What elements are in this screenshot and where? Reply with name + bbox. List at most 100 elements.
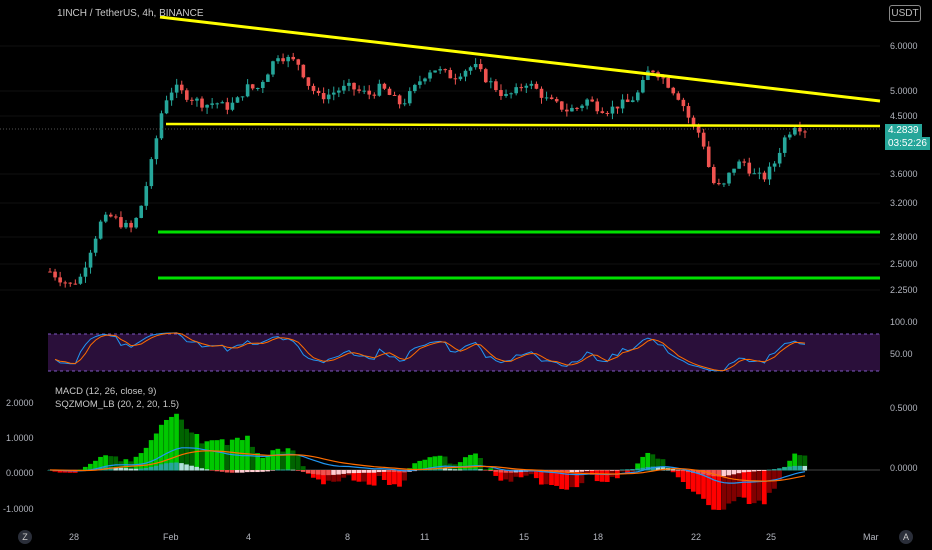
candle-body [757, 172, 762, 174]
timezone-button[interactable]: Z [18, 530, 32, 544]
y-tick: 2.2500 [890, 285, 918, 295]
squeeze-histogram-bar [574, 470, 580, 488]
macd-histogram-bar [270, 470, 275, 471]
candle-body [549, 97, 554, 100]
squeeze-histogram-bar [761, 470, 767, 505]
squeeze-histogram-bar [417, 460, 423, 471]
macd-histogram-bar [108, 467, 113, 471]
candle-body [215, 103, 220, 105]
y-tick: 6.0000 [890, 41, 918, 51]
candle-body [777, 152, 782, 164]
squeeze-histogram-bar [701, 470, 706, 499]
squeeze-histogram-bar [209, 440, 215, 471]
squeeze-histogram-bar [635, 463, 641, 471]
candle-body [610, 106, 615, 114]
y-tick: 5.0000 [890, 86, 918, 96]
x-tick: 18 [593, 532, 603, 542]
candle-body [661, 77, 665, 79]
macd-histogram-bar [726, 470, 732, 476]
macd-histogram-bar [797, 465, 802, 471]
time-axis[interactable]: 28 Feb 4 8 11 15 18 22 25 Mar [69, 532, 879, 542]
squeeze-histogram-bar [746, 470, 752, 505]
squeeze-histogram-bar [751, 470, 757, 504]
candle-body [367, 90, 372, 95]
squeeze-histogram-bar [468, 454, 473, 471]
macd-left-tick: 2.0000 [6, 398, 34, 408]
y-tick: 2.5000 [890, 259, 918, 269]
price-axis[interactable]: 6.0000 5.0000 4.5000 3.6000 3.2000 2.800… [890, 41, 918, 295]
candle-body [200, 98, 204, 108]
candle-body [382, 83, 387, 89]
squeeze-histogram-bar [660, 459, 666, 471]
descending-trendline[interactable] [159, 15, 881, 103]
candle-body [519, 87, 524, 89]
squeeze-histogram-bar [645, 452, 651, 471]
candle-body [580, 105, 584, 108]
x-tick: 28 [69, 532, 79, 542]
candle-body [306, 77, 311, 86]
squeeze-histogram-bar [138, 453, 144, 471]
squeeze-histogram-bar [366, 470, 372, 485]
macd-histogram-bar [640, 467, 645, 471]
candle-body [195, 98, 199, 101]
macd-histogram-bar [772, 469, 777, 471]
squeeze-histogram-bar [797, 455, 803, 471]
candle-body [509, 93, 513, 95]
macd-histogram-bar [295, 470, 301, 471]
candle-body [255, 87, 260, 89]
macd-indicator-label[interactable]: MACD (12, 26, close, 9) [55, 386, 157, 397]
auto-scale-button[interactable]: A [899, 530, 913, 544]
macd-histogram-bar [452, 469, 458, 471]
squeeze-histogram-bar [731, 470, 737, 502]
macd-histogram-bar [209, 470, 215, 471]
macd-histogram-bar [219, 470, 225, 472]
macd-histogram-bar [321, 470, 326, 476]
squeeze-histogram-bar [685, 470, 691, 490]
sqzmom-indicator-label[interactable]: SQZMOM_LB (20, 2, 20, 1.5) [55, 399, 180, 410]
currency-button[interactable]: USDT [889, 5, 921, 22]
macd-left-tick: -1.0000 [3, 504, 34, 514]
candle-body [559, 101, 564, 110]
x-tick: Feb [163, 532, 179, 542]
candle-body [129, 222, 133, 228]
squeeze-histogram-bar [569, 470, 575, 488]
candle-body [666, 77, 670, 88]
macd-histogram-bar [158, 464, 164, 471]
candle-body [762, 172, 767, 180]
candle-body [98, 221, 103, 239]
candle-body [701, 132, 706, 147]
candle-body [418, 81, 422, 85]
macd-histogram-bar [564, 470, 569, 473]
symbol-title[interactable]: 1INCH / TetherUS, 4h, BINANCE [57, 8, 204, 19]
candle-body [605, 112, 610, 114]
y-tick: 3.6000 [890, 169, 918, 179]
macd-histogram-bar [376, 470, 382, 473]
squeeze-histogram-bar [696, 470, 701, 495]
squeeze-histogram-bar [184, 428, 190, 471]
squeeze-histogram-bar [478, 458, 483, 471]
macd-histogram-bar [483, 470, 488, 471]
candle-body [58, 277, 62, 283]
squeeze-histogram-bar [518, 470, 524, 478]
candle-body [281, 58, 285, 62]
macd-left-tick: 1.0000 [6, 433, 34, 443]
resistance-line[interactable] [165, 122, 881, 128]
squeeze-histogram-bar [493, 470, 499, 476]
macd-histogram-bar [594, 470, 600, 471]
macd-histogram-bar [660, 467, 666, 471]
macd-histogram-bar [194, 466, 199, 471]
x-tick: 4 [246, 532, 251, 542]
candle-body [478, 64, 483, 70]
rsi-axis: 100.00 50.00 [890, 317, 918, 359]
macd-histogram-bar [189, 465, 194, 471]
candle-body [737, 161, 741, 169]
squeeze-histogram-bar [118, 461, 124, 471]
macd-histogram-bar [123, 468, 129, 471]
candle-body [73, 283, 78, 285]
squeeze-histogram-bar [189, 432, 195, 471]
macd-histogram-bar [432, 468, 438, 471]
candle-body [595, 101, 600, 112]
macd-histogram-bar [741, 470, 747, 473]
drawing-annotations[interactable] [158, 15, 881, 280]
